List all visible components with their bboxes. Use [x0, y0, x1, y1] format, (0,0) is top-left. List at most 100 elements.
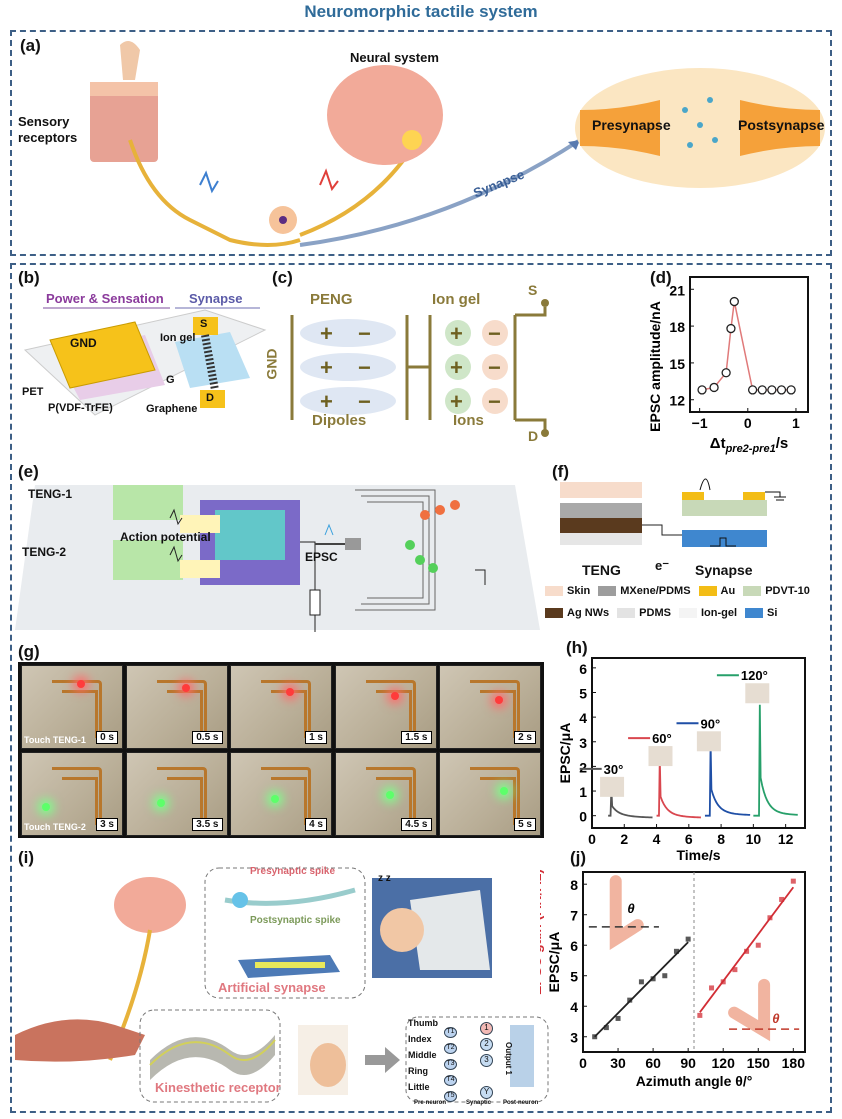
- peng-label: PENG: [310, 291, 353, 308]
- output-label: Output 1: [503, 1042, 513, 1075]
- touch-label: Touch TENG-1: [24, 735, 86, 745]
- x-tick-label: 6: [685, 831, 693, 847]
- circuit-trace: [480, 690, 516, 738]
- legend-label: MXene/PDMS: [620, 585, 691, 597]
- y-tick-label: 4: [570, 999, 578, 1015]
- finger-label: Little: [408, 1082, 430, 1092]
- post-neuron-label: Post-neuron: [503, 1100, 539, 1106]
- pvdf-label: P(VDF-TrFE): [48, 402, 113, 414]
- panel-c-label: (c): [272, 268, 293, 287]
- nervous-system-illustration: [90, 41, 825, 247]
- chart-h-epsc-time: 0 2 4 6 8 10 12012345630°60°90°120°Time/sEPSC/…: [557, 657, 806, 863]
- svg-text:−: −: [488, 389, 501, 414]
- epsc-e-label: EPSC: [305, 550, 338, 564]
- epsc-trace-1: [656, 757, 701, 819]
- data-line: [701, 301, 792, 391]
- output-neuron: 2: [480, 1038, 493, 1051]
- data-point: [662, 973, 668, 979]
- input-neuron: T5: [444, 1091, 457, 1102]
- panel-b-j-frame: [10, 263, 832, 1113]
- g-label: G: [166, 374, 175, 386]
- green-led: [271, 795, 279, 803]
- y-tick-label: 6: [579, 661, 587, 677]
- legend-item: Si: [745, 607, 777, 619]
- circuit-trace: [470, 767, 520, 823]
- neural-system-label: Neural system: [350, 50, 439, 65]
- legend-label: Skin: [567, 585, 591, 597]
- legend-item: PDVT-10: [743, 585, 810, 597]
- data-point: [709, 985, 715, 991]
- arm-inset-icon: [728, 978, 771, 1042]
- legend-label: 120°: [741, 668, 768, 683]
- green-led: [156, 799, 165, 807]
- y-tick-label: 1: [579, 784, 587, 800]
- output-neuron: 1: [480, 1022, 493, 1035]
- x-tick-label: 8: [717, 831, 725, 847]
- svg-text:−: −: [358, 389, 371, 414]
- y-tick-label: 5: [579, 685, 587, 701]
- svg-text:+: +: [320, 389, 333, 414]
- circuit-trace: [156, 680, 207, 736]
- panel-j-label: (j): [570, 848, 587, 867]
- y-tick-label: 6: [570, 938, 578, 954]
- teng1-label: TENG-1: [28, 487, 73, 501]
- data-point: [721, 368, 731, 378]
- data-point: [729, 296, 739, 307]
- legend-label: Ion-gel: [700, 607, 738, 619]
- x-tick-label: −1: [692, 415, 708, 431]
- data-point: [615, 1015, 621, 1021]
- epsc-trace-0: [608, 788, 653, 819]
- legend-label: 60°: [652, 731, 672, 746]
- legend-item: PDMS: [617, 607, 671, 619]
- x-axis-label: Azimuth angle θ/°: [636, 1073, 753, 1089]
- pre-neuron-label: Pre-neuron: [414, 1100, 447, 1106]
- time-stamp: 0 s: [96, 731, 118, 744]
- kinesthetic-receptor-label: Kinesthetic receptor: [155, 1080, 281, 1095]
- y-axis-label: EPSC amplitude/nA: [647, 301, 663, 432]
- finger-label: Middle: [408, 1050, 437, 1060]
- presynaptic-spike-label: Presynaptic spike: [250, 866, 336, 877]
- circuit-trace: [365, 767, 416, 823]
- legend-swatch: [545, 608, 563, 618]
- finger-photo: [745, 683, 770, 704]
- x-tick-label: 4: [653, 831, 661, 847]
- output-neuron: 3: [480, 1054, 493, 1067]
- svg-text:+: +: [450, 355, 463, 380]
- time-stamp: 1 s: [305, 731, 327, 744]
- x-tick-label: 180: [782, 1055, 806, 1071]
- legend-swatch: [598, 586, 617, 596]
- svg-text:−: −: [488, 355, 501, 380]
- epsc-trace-3: [753, 704, 798, 817]
- circuit-trace: [166, 777, 203, 825]
- synaptic-label: Synaptic: [466, 1100, 492, 1106]
- circuit-trace: [470, 680, 520, 736]
- circuit-trace: [480, 777, 516, 825]
- sleep-z-label: z z: [378, 873, 391, 884]
- green-led: [500, 787, 508, 795]
- chart-d-epsc-vs-dt: −1 0 1 12 15 18 21 Δtpre2-pre1/s EPSC amplitude/…: [647, 276, 809, 455]
- finger-label: Thumb: [408, 1018, 438, 1028]
- circuit-trace: [375, 690, 412, 738]
- postsynapse-label: Postsynapse: [738, 117, 825, 133]
- legend-label: PDMS: [639, 607, 671, 619]
- output-neuron: Y: [480, 1086, 493, 1099]
- data-point: [767, 385, 777, 395]
- pet-label: PET: [22, 386, 44, 398]
- panel-d-label: (d): [650, 268, 672, 287]
- red-led: [390, 692, 399, 700]
- data-point: [767, 915, 773, 921]
- svg-text:−: −: [358, 321, 371, 346]
- circuit-trace: [52, 767, 102, 823]
- x-tick-label: 60: [645, 1055, 661, 1071]
- legend-swatch: [617, 608, 636, 618]
- legend-item: Skin: [545, 585, 590, 597]
- finger-photo: [696, 731, 721, 752]
- data-point: [747, 385, 758, 395]
- panel-e-label: (e): [18, 462, 39, 481]
- legend-label: Au: [720, 585, 736, 597]
- data-point: [720, 979, 726, 985]
- finger-photo: [648, 746, 673, 767]
- data-point: [757, 385, 767, 395]
- circuit-trace: [62, 777, 98, 825]
- figure-title: Neuromorphic tactile system: [304, 2, 538, 21]
